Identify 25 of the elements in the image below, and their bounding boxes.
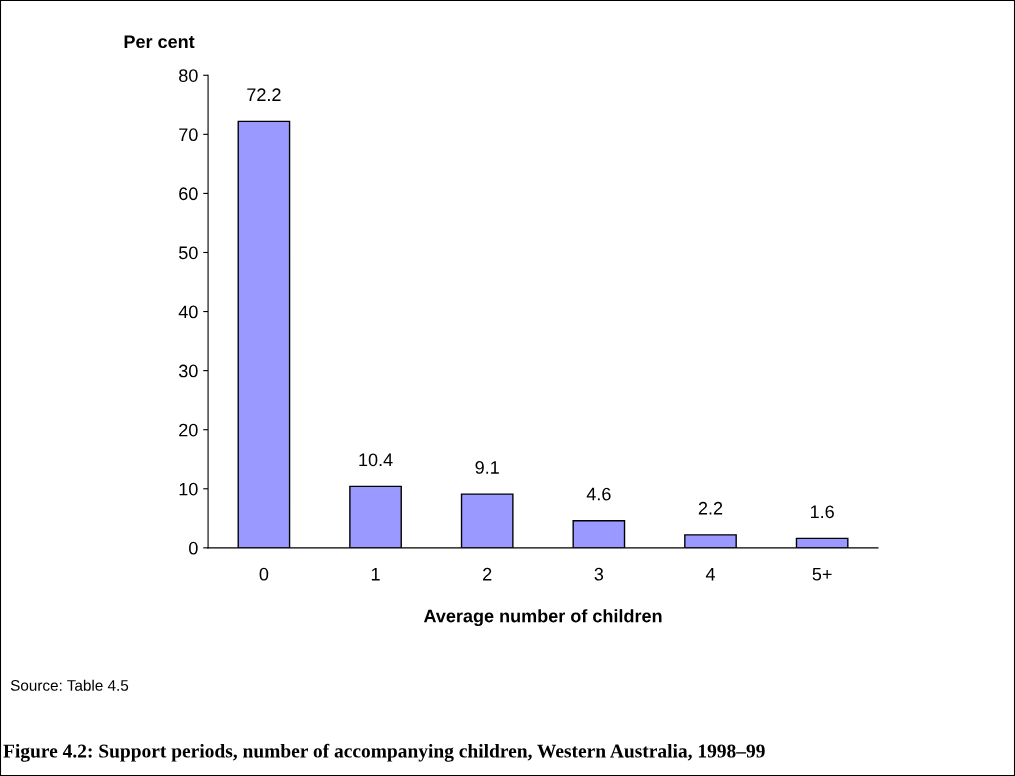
y-tick-label: 30 [178,364,198,378]
y-tick-label: 50 [178,246,198,260]
x-tick-label: 0 [259,567,269,581]
y-tick-label: 10 [179,482,198,496]
y-axis-title: Per cent [124,35,195,49]
data-label: 10.4 [359,453,393,467]
x-tick-label: 1 [371,567,380,581]
y-tick-label: 20 [179,423,198,437]
data-label: 2.2 [698,501,723,515]
x-tick-label: 4 [705,567,715,581]
x-tick-label: 2 [483,567,492,581]
y-tick-label: 80 [179,69,198,82]
text: Figure 4.2: Support periods, number of accompanying children, Western Australia, 1998–99 [3,743,765,762]
x-tick-label: 5+ [812,567,832,581]
x-tick-label: 3 [594,567,604,581]
x-axis-title: Average number of children [423,609,662,627]
data-label: 72.2 [247,88,281,101]
y-tick-label: 40 [178,305,198,319]
y-tick-label: 70 [179,128,198,142]
data-label: 4.6 [586,487,611,501]
data-label: 9.1 [475,461,499,474]
data-label: 1.6 [810,505,834,519]
y-tick-label: 60 [179,187,198,201]
y-tick-label: 0 [189,541,198,555]
source-note: Source: Table 4.5 [10,679,129,691]
